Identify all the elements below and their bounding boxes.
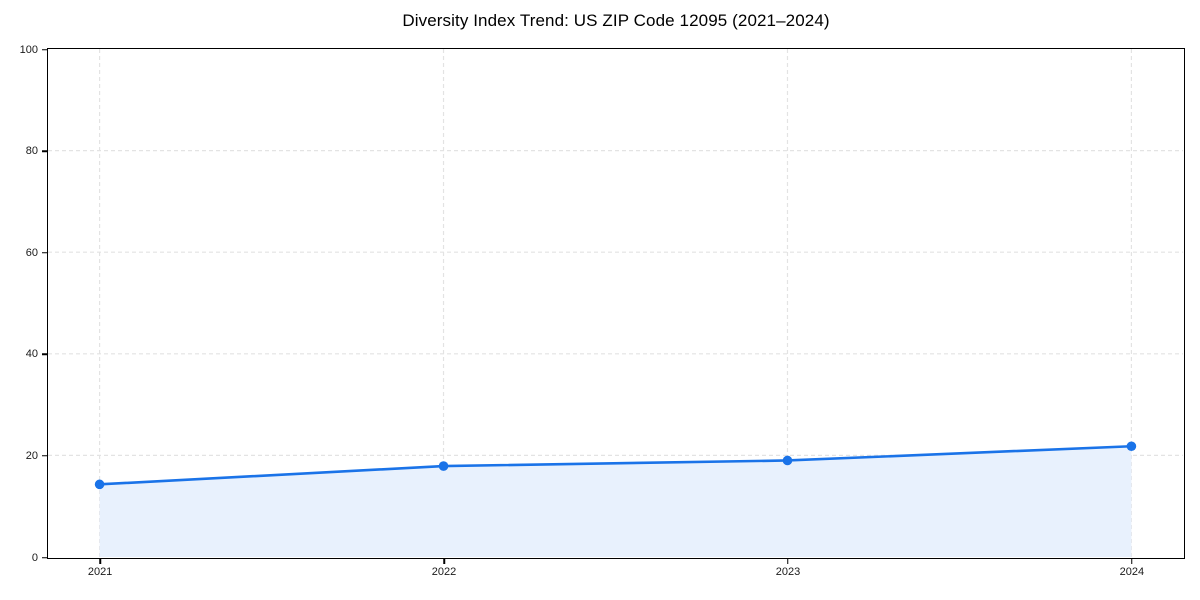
data-point-marker bbox=[94, 479, 105, 490]
data-point-marker bbox=[1126, 441, 1137, 452]
trend-line bbox=[98, 444, 1133, 486]
chart-title: Diversity Index Trend: US ZIP Code 12095… bbox=[402, 11, 830, 30]
area-fill bbox=[99, 446, 1132, 557]
x-tick-label: 2022 bbox=[431, 566, 457, 578]
y-tick-label: 20 bbox=[25, 449, 38, 462]
y-tick-mark bbox=[42, 556, 47, 559]
data-point-marker bbox=[782, 455, 793, 466]
y-tick-mark bbox=[42, 251, 47, 254]
y-tick-mark bbox=[42, 455, 47, 457]
x-tick-mark bbox=[1131, 559, 1133, 564]
y-tick-label: 40 bbox=[25, 348, 38, 361]
x-tick-label: 2021 bbox=[87, 566, 113, 578]
x-tick-mark bbox=[787, 559, 789, 564]
y-tick-mark bbox=[42, 48, 47, 51]
y-tick-mark bbox=[42, 353, 47, 356]
line-chart-svg bbox=[48, 49, 1183, 557]
y-tick-label: 80 bbox=[25, 145, 38, 158]
y-tick-label: 0 bbox=[31, 551, 38, 564]
x-tick-label: 2024 bbox=[1119, 566, 1145, 578]
y-tick-mark bbox=[42, 150, 47, 152]
y-tick-label: 60 bbox=[25, 246, 38, 259]
plot-area bbox=[47, 48, 1185, 559]
x-tick-mark bbox=[443, 559, 445, 564]
x-tick-label: 2023 bbox=[775, 566, 801, 578]
x-tick-mark bbox=[99, 559, 101, 564]
y-tick-label: 100 bbox=[19, 43, 38, 56]
data-point-marker bbox=[438, 461, 449, 471]
